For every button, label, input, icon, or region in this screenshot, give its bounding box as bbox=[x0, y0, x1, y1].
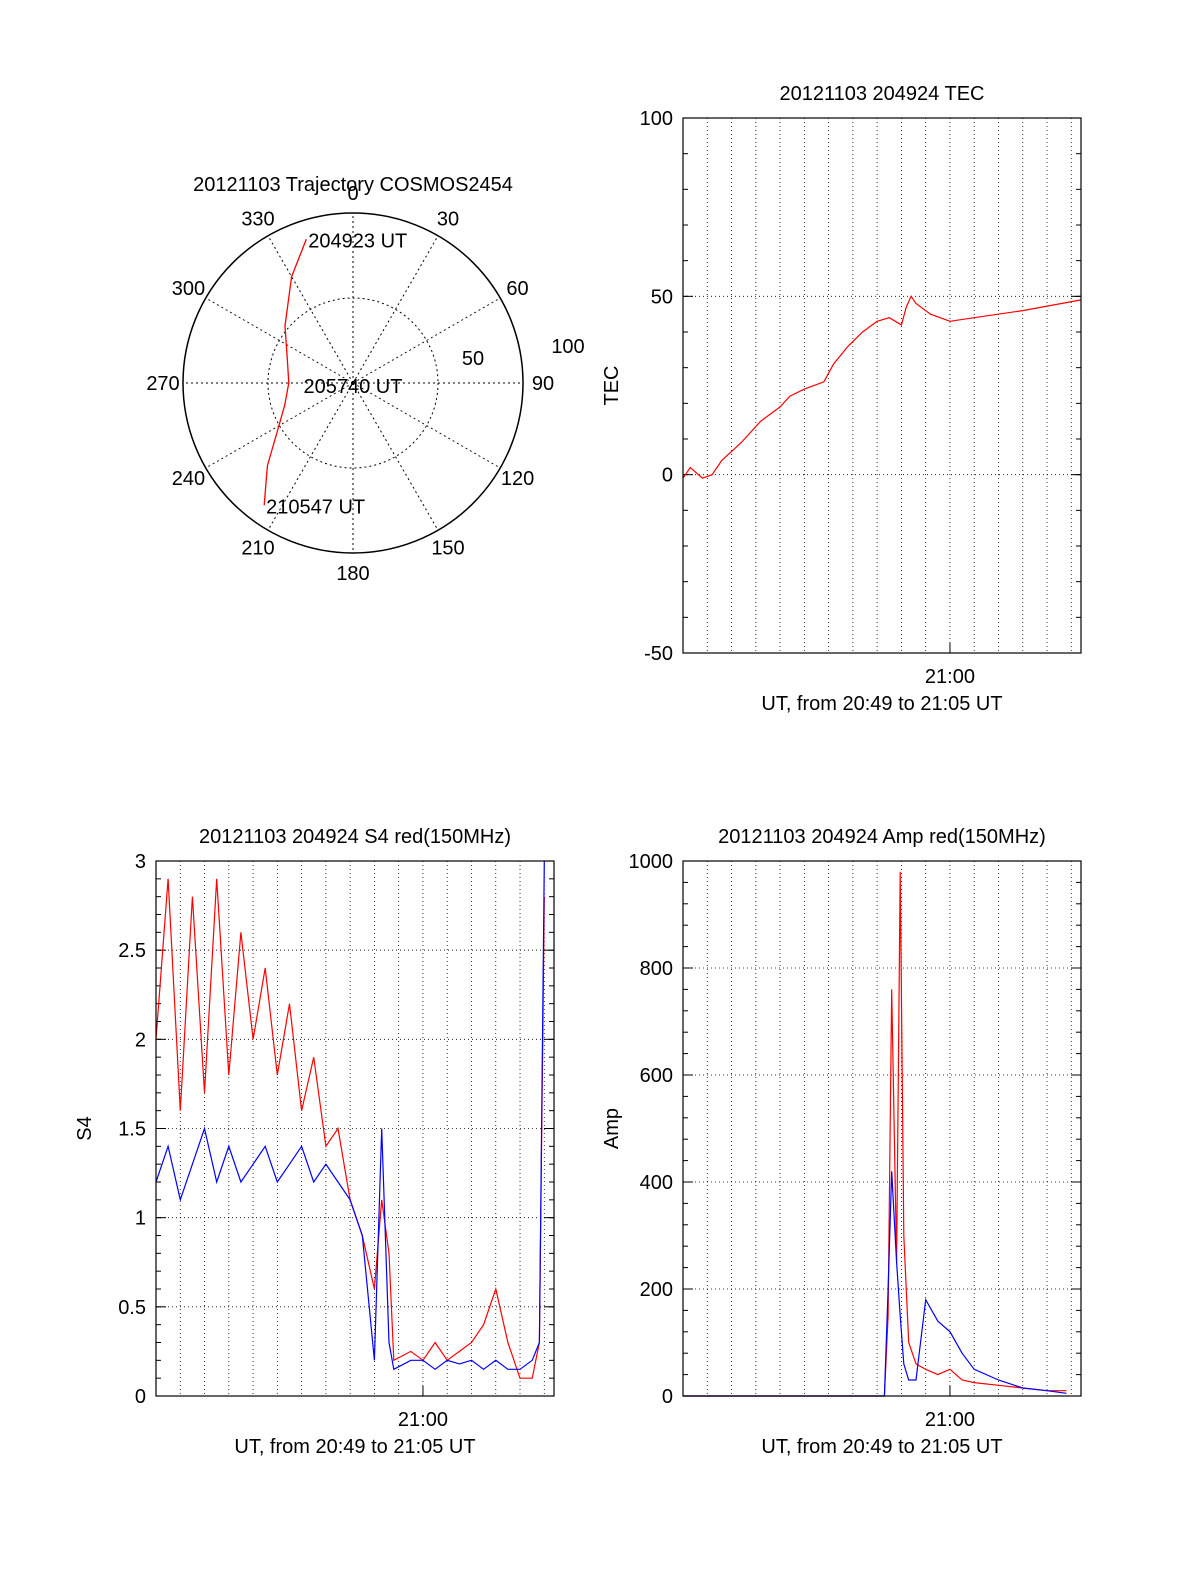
polar-title: 20121103 Trajectory COSMOS2454 bbox=[193, 174, 513, 196]
polar-spoke bbox=[352, 382, 439, 531]
s4-ytick-label: 3 bbox=[135, 851, 146, 873]
polar-spoke bbox=[267, 235, 354, 384]
tec-ytick-label: 50 bbox=[651, 286, 673, 308]
polar-azimuth-label: 60 bbox=[506, 278, 528, 300]
polar-azimuth-label: 120 bbox=[501, 468, 534, 490]
s4-ytick-label: 1.5 bbox=[118, 1119, 146, 1141]
tec-ytick-label: -50 bbox=[644, 643, 673, 665]
s4-ytick-label: 2 bbox=[135, 1029, 146, 1051]
amp-ytick-label: 400 bbox=[640, 1172, 673, 1194]
s4-ytick-label: 0 bbox=[135, 1386, 146, 1408]
polar-trajectory-line bbox=[263, 239, 307, 506]
tec-ylabel: TEC bbox=[601, 366, 623, 406]
s4-title: 20121103 204924 S4 red(150MHz) bbox=[199, 826, 511, 848]
polar-azimuth-label: 270 bbox=[146, 373, 179, 395]
polar-azimuth-label: 300 bbox=[172, 278, 205, 300]
polar-spoke bbox=[267, 382, 354, 531]
amp-series-1 bbox=[683, 1171, 1067, 1397]
amp-chart: 20121103 204924 Amp red(150MHz) 0 200 400 60… bbox=[601, 826, 1082, 1458]
amp-ytick-label: 200 bbox=[640, 1279, 673, 1301]
tec-xtick-label: 21:00 bbox=[925, 666, 975, 688]
polar-annotation-start: 204923 UT bbox=[308, 230, 407, 252]
polar-annotation-end: 210547 UT bbox=[266, 496, 365, 518]
amp-ytick-label: 0 bbox=[662, 1386, 673, 1408]
polar-azimuth-label: 0 bbox=[347, 183, 358, 205]
amp-xtick-label: 21:00 bbox=[925, 1409, 975, 1431]
s4-xtick-label: 21:00 bbox=[398, 1409, 448, 1431]
tec-chart: 20121103 204924 TEC -50 0 50 100 21:00 UT, fro… bbox=[601, 83, 1082, 715]
polar-radial-label: 50 bbox=[462, 348, 484, 370]
polar-spoke bbox=[352, 235, 439, 384]
polar-azimuth-label: 30 bbox=[437, 208, 459, 230]
s4-ytick-label: 1 bbox=[135, 1208, 146, 1230]
polar-azimuth-label: 210 bbox=[241, 538, 274, 560]
tec-ytick-label: 0 bbox=[662, 465, 673, 487]
polar-azimuth-label: 150 bbox=[431, 538, 464, 560]
s4-series-1 bbox=[155, 860, 545, 1371]
s4-ytick-label: 2.5 bbox=[118, 940, 146, 962]
polar-azimuth-label: 330 bbox=[241, 208, 274, 230]
tec-xlabel: UT, from 20:49 to 21:05 UT bbox=[761, 693, 1002, 715]
polar-spoke bbox=[205, 297, 354, 384]
amp-ytick-label: 1000 bbox=[629, 851, 674, 873]
tec-title: 20121103 204924 TEC bbox=[780, 83, 985, 105]
s4-chart: 20121103 204924 S4 red(150MHz) 0 0.5 1 1.5 2 2… bbox=[74, 826, 555, 1458]
polar-azimuth-label: 180 bbox=[336, 563, 369, 585]
amp-title: 20121103 204924 Amp red(150MHz) bbox=[718, 826, 1046, 848]
amp-ytick-label: 800 bbox=[640, 958, 673, 980]
s4-plot-frame bbox=[155, 860, 555, 1397]
polar-azimuth-label: 240 bbox=[172, 468, 205, 490]
amp-ylabel: Amp bbox=[601, 1108, 623, 1149]
polar-annotation-mid: 205740 UT bbox=[304, 376, 403, 398]
amp-plot-frame bbox=[682, 860, 1082, 1397]
polar-outer-ring bbox=[182, 212, 524, 554]
amp-xlabel: UT, from 20:49 to 21:05 UT bbox=[761, 1436, 1002, 1458]
polar-spoke bbox=[352, 382, 501, 469]
amp-ytick-label: 600 bbox=[640, 1065, 673, 1087]
tec-plot-frame bbox=[682, 117, 1082, 654]
polar-spoke bbox=[352, 297, 501, 384]
polar-azimuth-label: 90 bbox=[532, 373, 554, 395]
polar-radial-label: 100 bbox=[551, 336, 584, 358]
tec-ytick-label: 100 bbox=[640, 108, 673, 130]
tec-series-0 bbox=[682, 295, 1082, 479]
amp-series-0 bbox=[683, 871, 1067, 1397]
s4-ytick-label: 0.5 bbox=[118, 1297, 146, 1319]
s4-ylabel: S4 bbox=[74, 1116, 96, 1140]
s4-xlabel: UT, from 20:49 to 21:05 UT bbox=[234, 1436, 475, 1458]
